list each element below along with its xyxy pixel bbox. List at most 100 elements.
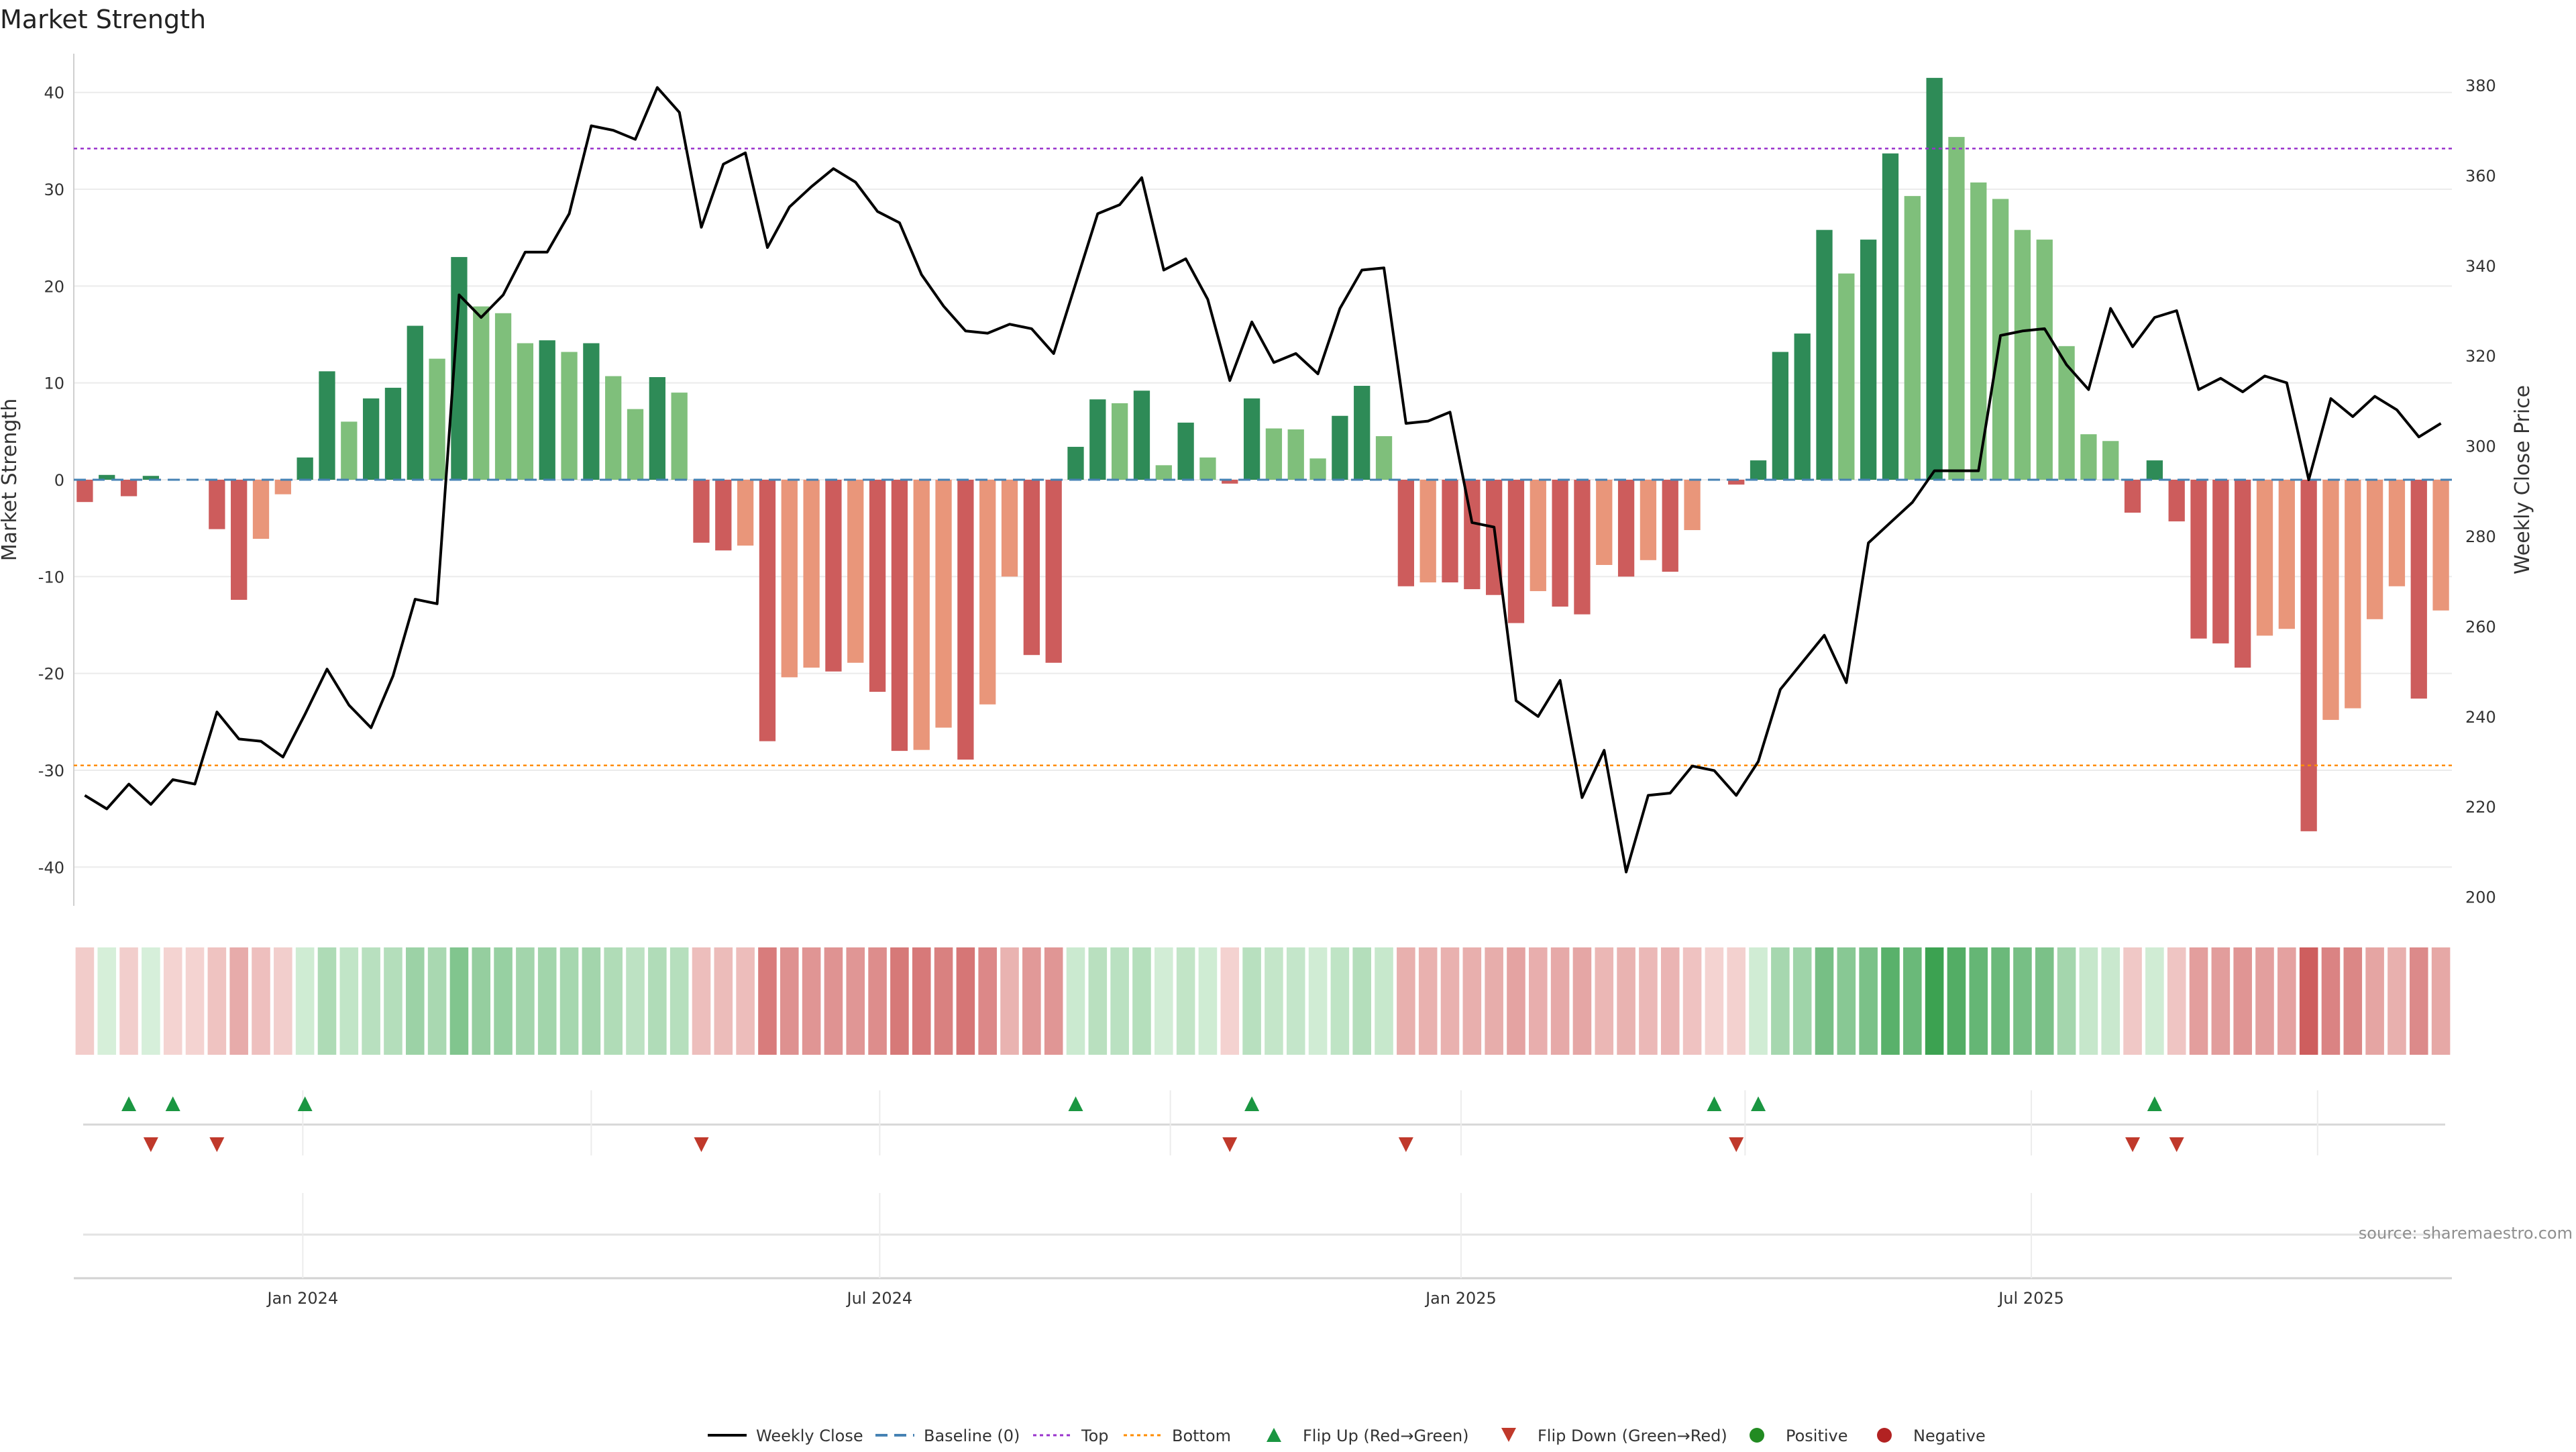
heat-cell — [1462, 947, 1482, 1055]
weekly-close-line — [84, 86, 2442, 874]
legend-label: Weekly Close — [756, 1427, 863, 1445]
strength-bar — [935, 480, 952, 728]
heat-cell — [1529, 947, 1548, 1055]
heat-cell — [890, 947, 909, 1055]
heat-cell — [1771, 947, 1790, 1055]
heat-cell — [1286, 947, 1305, 1055]
heat-cell — [142, 947, 160, 1055]
heat-cell — [472, 947, 491, 1055]
left-axis-title: Market Strength — [0, 399, 21, 561]
heat-cell — [97, 947, 117, 1055]
strength-bar — [231, 480, 248, 600]
heat-cell — [1507, 947, 1525, 1055]
strength-bar — [1001, 480, 1018, 577]
heat-cell — [1837, 947, 1856, 1055]
flip-down-marker — [143, 1137, 158, 1152]
strength-bar — [2256, 480, 2273, 636]
flip-up-marker — [2147, 1096, 2162, 1111]
strength-bar — [1177, 422, 1194, 480]
strength-bar — [561, 352, 578, 480]
left-tick-label: 40 — [44, 84, 64, 103]
heat-cell — [2057, 947, 2076, 1055]
strength-bar — [737, 480, 754, 546]
strength-bar — [847, 480, 864, 663]
strength-bar — [605, 376, 622, 480]
right-tick-label: 240 — [2465, 708, 2496, 727]
flip-up-marker — [165, 1096, 180, 1111]
strength-bar — [1067, 446, 1084, 480]
heat-cell — [449, 947, 469, 1055]
heat-cell — [692, 947, 711, 1055]
strength-bar — [1397, 480, 1415, 586]
heat-cell — [119, 947, 138, 1055]
heat-cell — [1792, 947, 1812, 1055]
heat-cell — [2409, 947, 2428, 1055]
strength-bar — [2388, 480, 2406, 586]
strength-bar — [473, 306, 490, 480]
heat-cell — [1727, 947, 1746, 1055]
heat-cell — [1617, 947, 1635, 1055]
strength-bar — [1684, 480, 1701, 531]
strength-bar — [2036, 240, 2053, 480]
strength-bar — [76, 480, 93, 503]
strength-bar — [1617, 480, 1635, 577]
strength-bar — [825, 480, 842, 672]
strength-bar — [120, 480, 138, 497]
heat-cell — [758, 947, 777, 1055]
legend-label: Bottom — [1172, 1427, 1231, 1445]
heat-cell — [802, 947, 821, 1055]
heat-cell — [1550, 947, 1570, 1055]
strength-bar — [1442, 480, 1458, 582]
strength-bar — [781, 480, 798, 678]
strength-bar — [759, 480, 776, 741]
left-tick-label: 10 — [44, 374, 64, 393]
strength-bar — [2235, 480, 2251, 668]
heat-cell — [1220, 947, 1240, 1055]
heat-cell — [2079, 947, 2098, 1055]
heat-cell — [1044, 947, 1063, 1055]
strength-bar — [627, 409, 644, 480]
legend-label: Top — [1081, 1427, 1109, 1445]
strength-bar — [209, 480, 225, 529]
strength-bar — [671, 393, 688, 480]
right-tick-label: 320 — [2465, 347, 2496, 366]
strength-bar — [649, 377, 665, 480]
legend-label: Positive — [1786, 1427, 1848, 1445]
heat-cell — [1198, 947, 1218, 1055]
heat-cell — [2387, 947, 2406, 1055]
strength-bar — [869, 480, 886, 692]
left-tick-label: -40 — [38, 858, 64, 877]
strength-bar — [2190, 480, 2207, 639]
heat-cell — [1418, 947, 1438, 1055]
heat-cell — [2123, 947, 2142, 1055]
strength-bar — [1816, 229, 1833, 480]
strength-bar — [1222, 480, 1238, 484]
left-tick-label: 20 — [44, 277, 64, 296]
heat-cell — [1265, 947, 1283, 1055]
right-tick-label: 200 — [2465, 888, 2496, 907]
strength-bar — [319, 371, 335, 480]
strength-bar — [1904, 196, 1921, 480]
strength-bar — [2212, 480, 2229, 643]
left-tick-label: 30 — [44, 180, 64, 199]
heat-cell — [1066, 947, 1085, 1055]
left-tick-label: 0 — [54, 471, 64, 490]
heat-cell — [1242, 947, 1261, 1055]
heat-cell — [1639, 947, 1658, 1055]
heat-cell — [1000, 947, 1019, 1055]
strength-bar — [803, 480, 820, 668]
flip-down-marker — [1398, 1137, 1413, 1152]
strength-bar — [1309, 458, 1326, 480]
strength-bar — [1199, 457, 1216, 480]
strength-bar — [1596, 480, 1613, 565]
strength-bar — [1552, 480, 1568, 607]
heat-cell — [537, 947, 557, 1055]
strength-bar — [341, 421, 358, 480]
heat-cell — [846, 947, 865, 1055]
strength-bar — [1133, 391, 1150, 480]
right-tick-label: 340 — [2465, 257, 2496, 276]
heat-cell — [604, 947, 623, 1055]
strength-bar — [2124, 480, 2141, 513]
right-tick-label: 380 — [2465, 76, 2496, 95]
